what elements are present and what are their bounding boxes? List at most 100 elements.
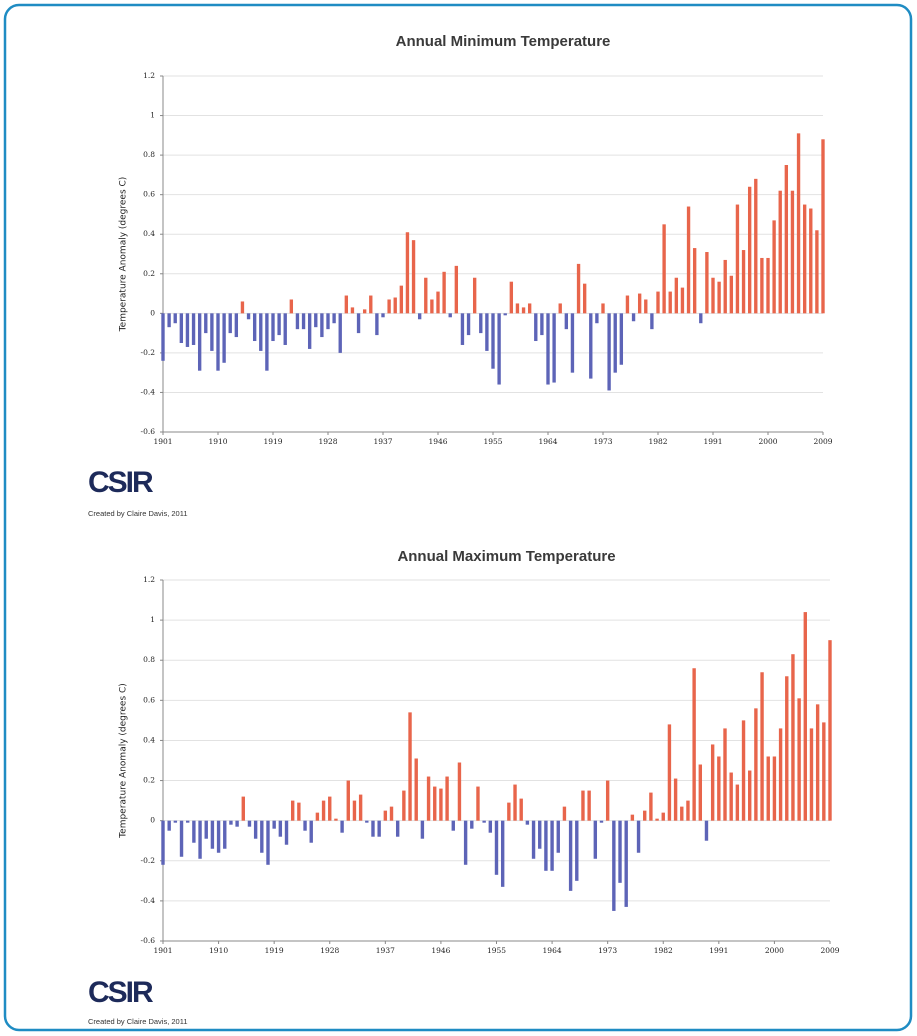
- bar: [309, 820, 313, 843]
- x-tick-label: 1955: [487, 946, 506, 955]
- bar: [381, 313, 385, 318]
- bar: [259, 313, 263, 351]
- credit: Created by Claire Davis, 2011: [88, 509, 188, 518]
- x-tick-label: 1982: [654, 946, 673, 955]
- bar: [235, 820, 239, 827]
- bar: [558, 303, 562, 314]
- y-tick-label: -0.4: [141, 387, 156, 396]
- bar: [650, 313, 654, 330]
- bar: [544, 820, 548, 871]
- x-tick-label: 1946: [431, 946, 450, 955]
- bar: [320, 313, 324, 338]
- bar: [552, 313, 556, 383]
- bar: [631, 313, 636, 322]
- bar: [321, 800, 326, 821]
- bar: [387, 299, 391, 314]
- bar: [277, 313, 281, 336]
- bar: [204, 313, 208, 334]
- x-tick-label: 1928: [320, 946, 339, 955]
- y-tick-label: -0.6: [141, 427, 156, 436]
- bar: [785, 676, 789, 821]
- bar: [625, 295, 630, 314]
- bar: [809, 728, 814, 821]
- bar: [454, 265, 459, 314]
- bar: [350, 307, 355, 314]
- y-tick-label: 0.6: [143, 695, 155, 704]
- bar: [667, 724, 672, 821]
- bar: [680, 287, 685, 314]
- bar: [778, 190, 782, 314]
- bar: [426, 776, 431, 821]
- y-tick-label: 0.4: [143, 735, 155, 744]
- bar: [797, 698, 801, 821]
- bar: [278, 820, 283, 837]
- bar: [729, 275, 734, 314]
- y-tick-label: 0.8: [143, 150, 155, 159]
- bar: [581, 790, 585, 821]
- bar: [326, 313, 330, 330]
- bar: [369, 295, 373, 314]
- bar: [661, 812, 665, 821]
- bar: [513, 784, 517, 821]
- bar: [460, 313, 465, 345]
- bar: [451, 820, 455, 831]
- bar: [803, 612, 807, 821]
- bar: [290, 800, 295, 821]
- bar: [352, 800, 357, 821]
- bar: [365, 820, 369, 823]
- bar: [442, 271, 446, 314]
- bar: [297, 802, 301, 821]
- bar: [515, 303, 520, 314]
- bar: [173, 313, 177, 324]
- y-tick-label: 0.2: [143, 776, 155, 785]
- bar: [698, 764, 703, 821]
- bar: [229, 820, 233, 825]
- y-tick-label: -0.4: [141, 896, 156, 905]
- y-tick-label: 1: [150, 111, 155, 120]
- bar: [649, 792, 653, 821]
- bar: [570, 313, 575, 373]
- bar: [587, 790, 591, 821]
- bar: [272, 820, 276, 829]
- bar: [821, 139, 825, 314]
- bar: [362, 309, 367, 314]
- bar: [344, 295, 349, 314]
- bar: [531, 820, 536, 859]
- bar: [417, 313, 422, 320]
- bar: [222, 313, 226, 363]
- bar: [424, 277, 428, 314]
- bar: [507, 802, 511, 821]
- chart-title: Annual Minimum Temperature: [396, 33, 611, 50]
- bar: [630, 814, 635, 821]
- bar: [723, 259, 727, 314]
- bar: [772, 756, 777, 821]
- bar: [223, 820, 227, 849]
- x-tick-label: 1901: [153, 437, 172, 446]
- bar: [828, 640, 832, 821]
- bar: [448, 313, 452, 318]
- frame: [3, 3, 913, 1032]
- bar: [167, 313, 171, 328]
- bar: [692, 248, 697, 314]
- bar: [784, 165, 789, 314]
- bar: [790, 190, 795, 314]
- y-tick-label: -0.6: [141, 936, 156, 945]
- bar: [375, 313, 379, 336]
- x-tick-label: 1928: [318, 437, 337, 446]
- bar: [161, 820, 165, 865]
- bar: [754, 178, 758, 314]
- bar: [402, 790, 406, 821]
- bar: [420, 820, 425, 839]
- bar: [601, 303, 605, 314]
- x-tick-label: 1946: [428, 437, 447, 446]
- bar: [735, 784, 740, 821]
- bar: [197, 313, 202, 371]
- bar: [589, 313, 593, 379]
- bar: [328, 796, 332, 821]
- bar: [393, 297, 397, 314]
- bar: [414, 758, 418, 821]
- y-tick-label: -0.2: [141, 856, 156, 865]
- x-tick-label: 1973: [593, 437, 612, 446]
- y-tick-label: -0.2: [141, 348, 156, 357]
